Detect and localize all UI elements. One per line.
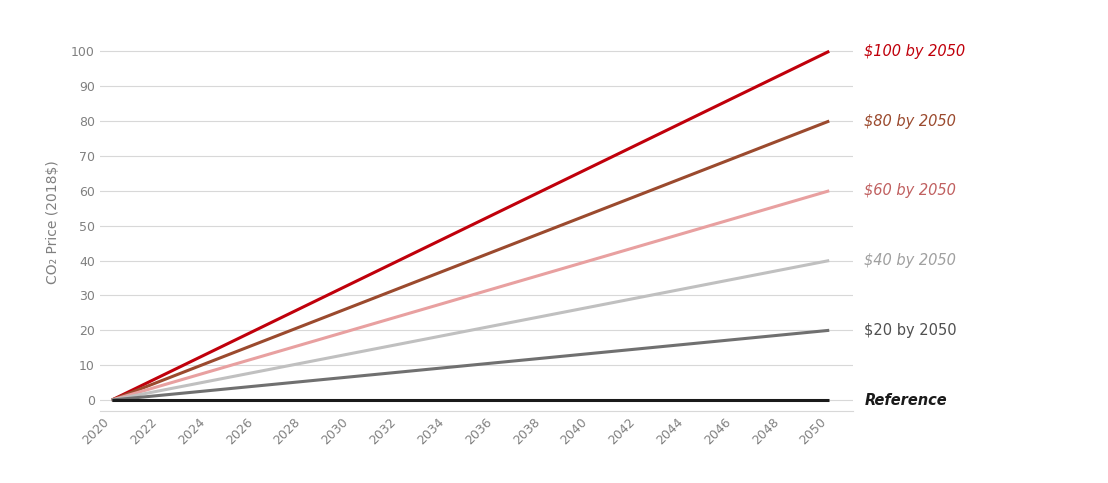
Text: $100 by 2050: $100 by 2050 [864, 44, 965, 59]
Text: $60 by 2050: $60 by 2050 [864, 183, 956, 199]
Y-axis label: CO₂ Price (2018$): CO₂ Price (2018$) [45, 160, 60, 284]
Text: Reference: Reference [864, 393, 947, 408]
Text: $20 by 2050: $20 by 2050 [864, 323, 957, 338]
Text: $40 by 2050: $40 by 2050 [864, 253, 956, 268]
Text: $80 by 2050: $80 by 2050 [864, 114, 956, 128]
